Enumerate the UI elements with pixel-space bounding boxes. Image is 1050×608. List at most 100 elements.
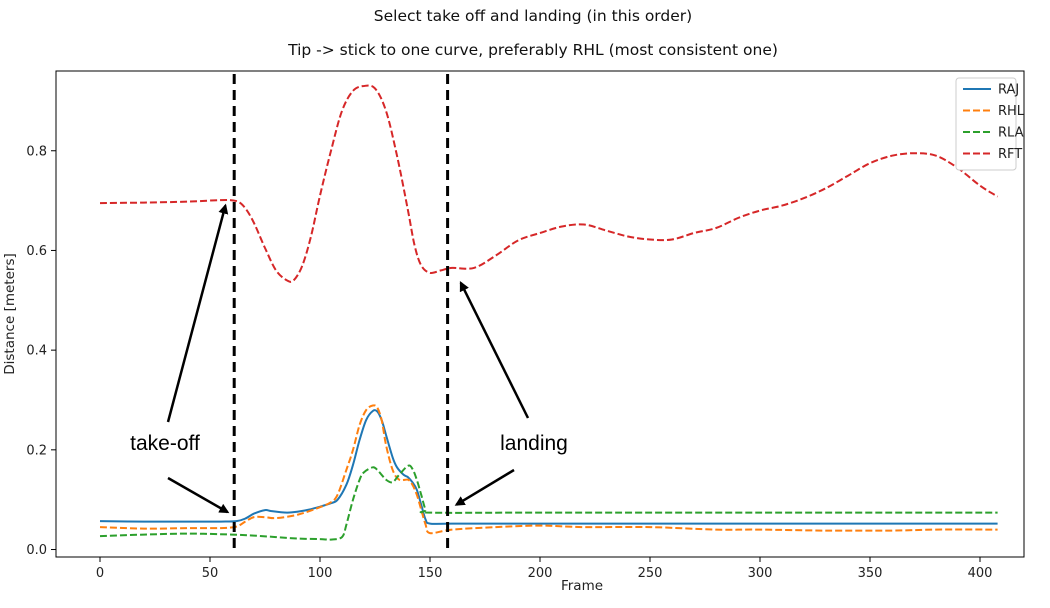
data-point-raj (407, 477, 408, 478)
data-point-raj (271, 511, 272, 512)
data-point-raj (359, 439, 360, 440)
data-point-rft (781, 205, 782, 206)
data-point-rft (715, 227, 716, 228)
data-point-rla (997, 512, 998, 513)
x-tick-label: 0 (96, 566, 104, 581)
data-point-rft (913, 153, 914, 154)
data-point-raj (245, 518, 246, 519)
data-point-rhl (429, 533, 430, 534)
data-point-rhl (399, 479, 400, 480)
data-point-rhl (187, 528, 188, 529)
data-point-rhl (253, 517, 254, 518)
data-point-raj (297, 511, 298, 512)
data-point-rla (319, 539, 320, 540)
legend-label-rla: RLA (998, 126, 1024, 141)
series-raj (99, 409, 998, 525)
annotation-layer: take-off landing (130, 203, 568, 514)
data-point-rhl (715, 529, 716, 530)
x-tick-label: 50 (202, 566, 219, 581)
series-line-raj (99, 409, 998, 525)
data-point-rhl (825, 530, 826, 531)
data-point-rhl (412, 484, 413, 485)
data-point-rft (407, 210, 408, 211)
data-point-raj (236, 521, 237, 522)
data-point-rhl (392, 469, 393, 470)
y-axis-label: Distance [meters] (2, 253, 18, 375)
data-point-rft (847, 175, 848, 176)
data-point-raj (372, 410, 373, 411)
data-point-rhl (583, 527, 584, 528)
series-rft (99, 84, 999, 283)
data-point-rhl (425, 524, 426, 525)
data-point-rft (495, 255, 496, 256)
data-point-rft (979, 185, 980, 186)
data-point-rla (759, 512, 760, 513)
data-point-raj (425, 519, 426, 520)
legend-label-rhl: RHL (998, 104, 1025, 119)
data-point-raj (377, 411, 378, 412)
data-point-raj (264, 510, 265, 511)
legend-box (955, 77, 1017, 171)
data-point-rla (352, 499, 353, 500)
data-point-rhl (330, 502, 331, 503)
data-point-raj (539, 523, 540, 524)
data-point-rft (517, 240, 518, 241)
data-point-raj (99, 521, 100, 522)
data-point-rhl (352, 449, 353, 450)
data-point-rft (374, 88, 375, 89)
data-point-rhl (220, 528, 221, 529)
legend-label-raj: RAJ (998, 83, 1019, 98)
data-point-rft (671, 239, 672, 240)
data-point-rft (236, 201, 237, 202)
data-point-rhl (99, 527, 100, 528)
data-point-rft (583, 224, 584, 225)
data-point-rhl (935, 529, 936, 530)
data-point-raj (759, 523, 760, 524)
x-tick-label: 400 (968, 566, 993, 581)
data-point-rla (539, 512, 540, 513)
annotation-landing: landing (500, 432, 568, 455)
legend: RAJ RHL RLA RFT (955, 77, 1025, 171)
data-point-rft (421, 265, 422, 266)
data-point-raj (403, 474, 404, 475)
x-axis-label: Frame (561, 578, 603, 594)
data-point-rft (605, 230, 606, 231)
data-point-rla (385, 479, 386, 480)
data-point-rhl (421, 509, 422, 510)
data-point-rla (425, 509, 426, 510)
data-point-raj (979, 523, 980, 524)
data-point-rla (412, 468, 413, 469)
data-point-rft (869, 163, 870, 164)
data-point-rft (352, 90, 353, 91)
data-point-rla (372, 467, 373, 468)
data-point-rla (143, 534, 144, 535)
y-tick-label: 0.4 (26, 344, 47, 359)
series-rhl (99, 404, 998, 535)
annotation-takeoff: take-off (130, 432, 200, 455)
data-point-rla (377, 469, 378, 470)
data-point-rft (253, 222, 254, 223)
data-point-raj (187, 521, 188, 522)
data-point-rft (311, 235, 312, 236)
data-point-rhl (275, 518, 276, 519)
data-point-rla (381, 474, 382, 475)
data-point-raj (997, 523, 998, 524)
data-point-rft (997, 196, 998, 197)
data-point-rla (392, 482, 393, 483)
data-point-rft (414, 245, 415, 246)
data-point-rla (341, 537, 342, 538)
data-point-rft (286, 280, 287, 281)
data-point-rft (319, 195, 320, 196)
data-point-rhl (319, 507, 320, 508)
data-point-raj (429, 523, 430, 524)
data-point-rla (99, 536, 100, 537)
data-point-raj (451, 523, 452, 524)
data-point-rft (473, 267, 474, 268)
y-tick-label: 0.6 (26, 244, 47, 259)
data-point-rhl (359, 424, 360, 425)
series-line-rft (99, 84, 999, 283)
x-tick-label: 300 (748, 566, 773, 581)
data-point-rhl (297, 514, 298, 515)
x-tick-label: 250 (638, 566, 663, 581)
data-point-rft (363, 85, 364, 86)
